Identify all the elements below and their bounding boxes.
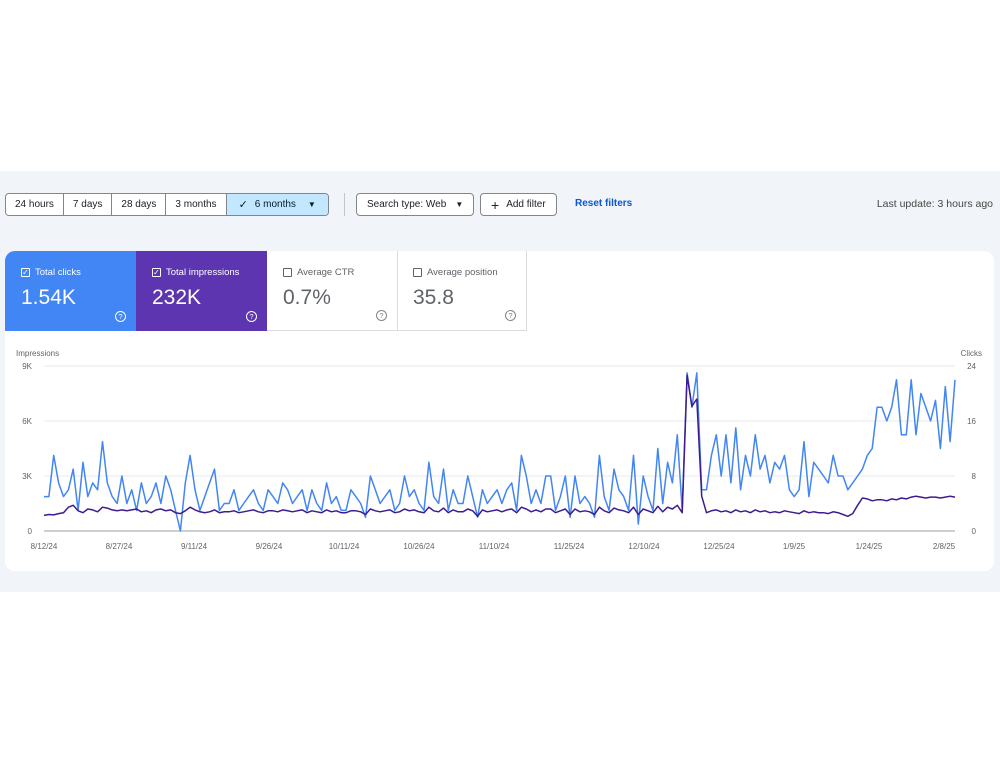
metric-label: Average CTR [297, 267, 355, 278]
right-axis-label: Clicks [961, 349, 982, 358]
left-axis-tick-label: 3K [22, 472, 32, 481]
checkbox-checked-icon[interactable]: ✓ [152, 268, 161, 277]
help-icon[interactable]: ? [115, 311, 126, 322]
add-filter-label: Add filter [506, 199, 546, 210]
help-icon[interactable]: ? [246, 311, 257, 322]
right-axis-tick-label: 0 [972, 527, 977, 536]
chart-grid [44, 365, 955, 532]
reset-filters-link[interactable]: Reset filters [575, 198, 633, 209]
search-type-dropdown[interactable]: Search type: Web ▼ [356, 193, 475, 216]
checkbox-checked-icon[interactable]: ✓ [21, 268, 30, 277]
x-axis-ticks: 8/12/24 8/27/24 9/11/24 9/26/24 10/11/24 10/2… [31, 542, 956, 551]
metric-label: Total clicks [35, 267, 81, 278]
filter-bar: 24 hours 7 days 28 days 3 months ✓ 6 mon… [0, 171, 1000, 235]
chart-lines [43, 372, 956, 532]
performance-panel: 24 hours 7 days 28 days 3 months ✓ 6 mon… [0, 171, 1000, 592]
performance-card: ✓ Total clicks 1.54K ? ✓ Total impressions… [5, 251, 994, 571]
x-axis-tick-label: 9/26/24 [256, 542, 283, 551]
metric-label: Total impressions [166, 267, 240, 278]
metric-label: Average position [427, 267, 498, 278]
metric-average-ctr[interactable]: Average CTR 0.7% ? [267, 251, 398, 331]
series-line-clicks [44, 372, 956, 532]
x-axis-tick-label: 10/26/24 [403, 542, 435, 551]
range-3-months-button[interactable]: 3 months [166, 194, 227, 215]
range-24-hours-button[interactable]: 24 hours [6, 194, 64, 215]
metric-total-clicks[interactable]: ✓ Total clicks 1.54K ? [5, 251, 136, 331]
x-axis-tick-label: 1/9/25 [783, 542, 806, 551]
metric-total-impressions[interactable]: ✓ Total impressions 232K ? [136, 251, 267, 331]
metric-value: 1.54K [21, 286, 76, 309]
check-icon: ✓ [238, 199, 248, 211]
divider [344, 193, 345, 216]
x-axis-tick-label: 10/11/24 [329, 542, 360, 551]
x-axis-tick-label: 8/12/24 [31, 542, 58, 551]
checkbox-unchecked-icon[interactable] [413, 268, 422, 277]
x-axis-tick-label: 12/10/24 [628, 542, 660, 551]
left-axis-ticks: 0 3K 6K 9K [22, 362, 32, 536]
x-axis-tick-label: 2/8/25 [933, 542, 956, 551]
left-axis-tick-label: 0 [28, 527, 33, 536]
series-line-impressions [43, 374, 956, 518]
x-axis-tick-label: 11/25/24 [554, 542, 585, 551]
right-axis-tick-label: 16 [967, 417, 976, 426]
right-axis-ticks: 0 8 16 24 [967, 362, 976, 536]
right-axis-tick-label: 24 [967, 362, 976, 371]
checkbox-unchecked-icon[interactable] [283, 268, 292, 277]
dropdown-arrow-icon: ▼ [455, 200, 464, 209]
left-axis-tick-label: 6K [22, 417, 32, 426]
x-axis-tick-label: 11/10/24 [479, 542, 510, 551]
x-axis-tick-label: 8/27/24 [106, 542, 133, 551]
add-filter-button[interactable]: + Add filter [480, 193, 557, 216]
search-type-label: Search type: Web [367, 199, 447, 210]
range-7-days-button[interactable]: 7 days [63, 194, 113, 215]
performance-chart[interactable]: Impressions Clicks 0 3K 6K 9K 0 8 16 24 8/12/2… [5, 331, 994, 571]
last-update-text: Last update: 3 hours ago [876, 198, 993, 210]
range-6-months-button[interactable]: ✓ 6 months ▼ [226, 194, 328, 215]
range-6-months-label: 6 months [254, 199, 296, 210]
plus-icon: + [491, 196, 500, 213]
x-axis-tick-label: 1/24/25 [856, 542, 883, 551]
help-icon[interactable]: ? [505, 310, 516, 321]
right-axis-tick-label: 8 [972, 472, 977, 481]
date-range-selector: 24 hours 7 days 28 days 3 months ✓ 6 mon… [5, 193, 329, 216]
range-28-days-button[interactable]: 28 days [112, 194, 167, 215]
metric-value: 232K [152, 286, 202, 309]
metric-average-position[interactable]: Average position 35.8 ? [397, 251, 527, 331]
x-axis-tick-label: 12/25/24 [703, 542, 735, 551]
metric-value: 0.7% [283, 286, 331, 309]
help-icon[interactable]: ? [376, 310, 387, 321]
x-axis-tick-label: 9/11/24 [181, 542, 208, 551]
left-axis-tick-label: 9K [22, 362, 32, 371]
left-axis-label: Impressions [16, 349, 59, 358]
metric-value: 35.8 [413, 286, 454, 309]
dropdown-arrow-icon: ▼ [307, 200, 316, 209]
